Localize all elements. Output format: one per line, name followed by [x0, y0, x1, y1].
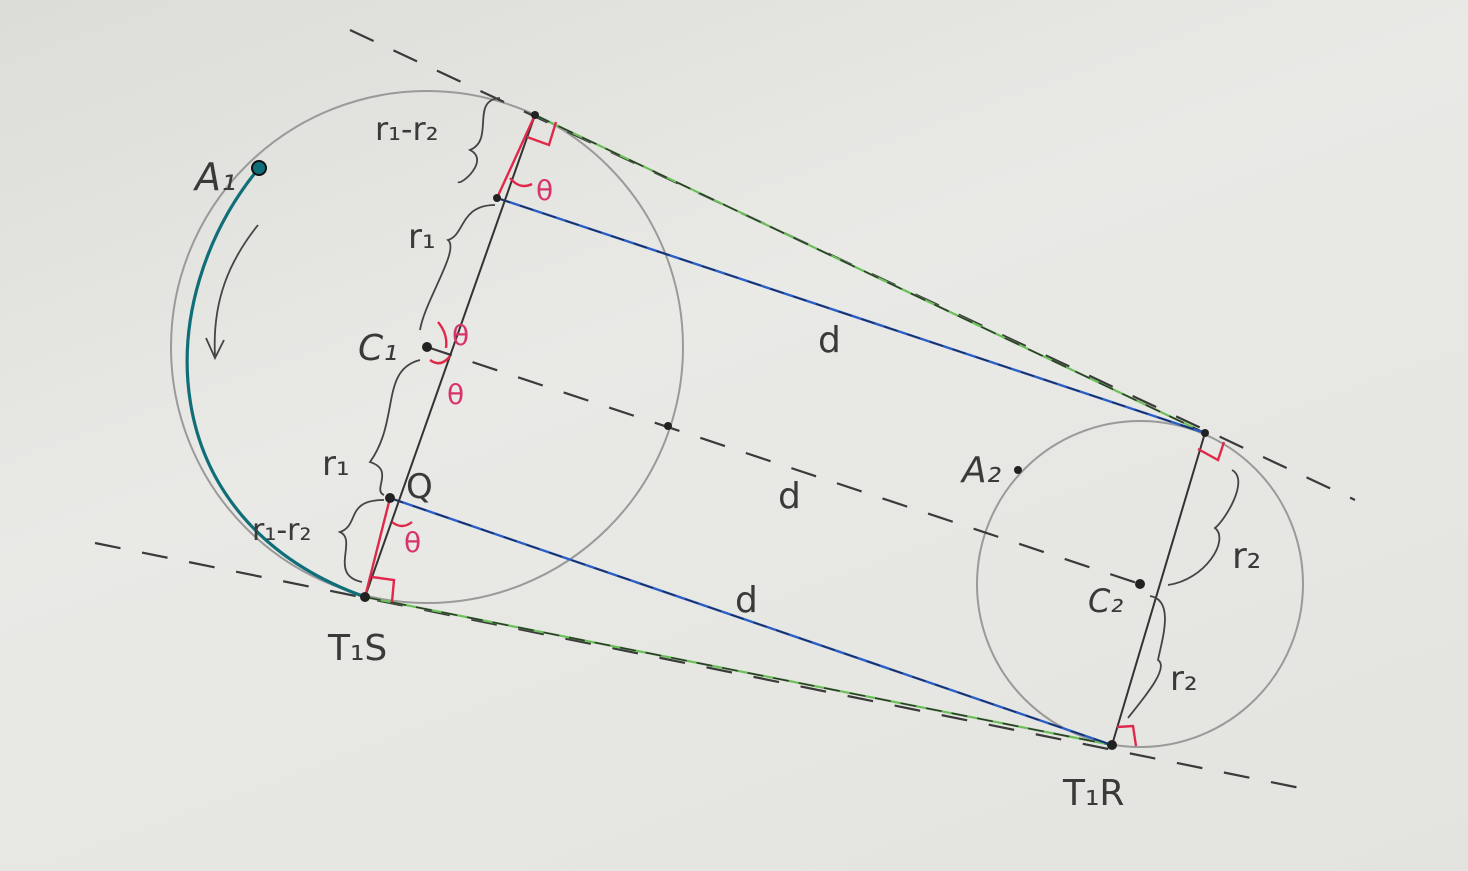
label-r1-lower: r₁	[322, 444, 350, 484]
label-d-middle: d	[778, 476, 801, 517]
label-theta-c1-lower: θ	[447, 378, 464, 411]
angle-arc-c1-upper	[437, 321, 448, 349]
arc-a1-to-t1s	[185, 166, 366, 599]
brace-r1-minus-r2-lower	[337, 499, 385, 583]
center-line-c1-c2	[426, 345, 1141, 586]
label-d-bottom: d	[735, 580, 758, 621]
label-r1-minus-r2-upper: r₁-r₂	[375, 110, 439, 148]
right-angle-bottom-left	[371, 575, 396, 603]
point-top-inner	[493, 194, 501, 202]
label-r1-upper: r₁	[408, 217, 436, 257]
label-r2-lower: r₂	[1170, 659, 1198, 699]
distance-line-bottom-dash	[389, 497, 1113, 746]
point-top-tangent-c2	[1201, 429, 1209, 437]
brace-r1-lower	[368, 359, 421, 496]
brace-r2-lower	[1127, 595, 1166, 719]
label-q: Q	[406, 467, 433, 507]
label-a1: A₁	[192, 155, 236, 199]
tangent-line-bottom-extended	[94, 541, 1311, 792]
label-c2: C₂	[1088, 582, 1123, 620]
point-c2	[1135, 579, 1145, 589]
tangent-line-top-extended	[349, 29, 1356, 501]
rotation-arrow-head	[205, 337, 225, 361]
red-segment-top	[495, 114, 537, 199]
label-theta-q: θ	[404, 526, 421, 559]
distance-line-top-dash	[496, 197, 1206, 434]
right-angle-top-left	[526, 121, 558, 147]
label-a2: A₂	[960, 450, 1001, 491]
radius-line-c2	[1111, 432, 1206, 746]
circle-c2	[976, 420, 1304, 748]
tangent-segment-bottom-dash	[364, 596, 1113, 746]
right-angle-bottom-right	[1116, 724, 1138, 747]
point-c1	[422, 342, 432, 352]
label-r2-upper: r₂	[1232, 536, 1261, 577]
brace-r1-minus-r2-upper	[457, 97, 501, 183]
label-r1-minus-r2-lower: r₁-r₂	[252, 513, 312, 548]
label-theta-c1-upper: θ	[452, 319, 469, 352]
right-angle-top-right	[1197, 441, 1226, 462]
point-t1s	[360, 592, 370, 602]
label-t1s: T₁S	[327, 628, 387, 669]
label-d-top: d	[818, 320, 841, 361]
label-t1r: T₁R	[1062, 773, 1124, 814]
point-t1r	[1107, 740, 1117, 750]
red-segment-bottom	[363, 497, 392, 598]
angle-arc-q	[391, 521, 413, 528]
point-center-line-c1	[664, 422, 672, 430]
brace-r1-upper	[419, 204, 496, 331]
angle-arc-top	[509, 177, 533, 188]
point-a1	[251, 160, 267, 176]
rotation-arrow	[213, 224, 259, 357]
point-q	[385, 493, 395, 503]
tangent-segment-top-dash	[534, 114, 1206, 434]
circle-c1	[170, 90, 684, 604]
point-top-tangent-c1	[531, 111, 539, 119]
angle-arc-c1-lower	[429, 355, 451, 365]
point-a2	[1014, 466, 1022, 474]
label-theta-top: θ	[536, 174, 553, 207]
label-c1: C₁	[358, 328, 398, 369]
brace-r2-upper	[1167, 469, 1240, 586]
